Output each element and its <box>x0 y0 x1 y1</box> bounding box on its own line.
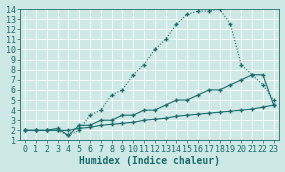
X-axis label: Humidex (Indice chaleur): Humidex (Indice chaleur) <box>79 156 220 166</box>
